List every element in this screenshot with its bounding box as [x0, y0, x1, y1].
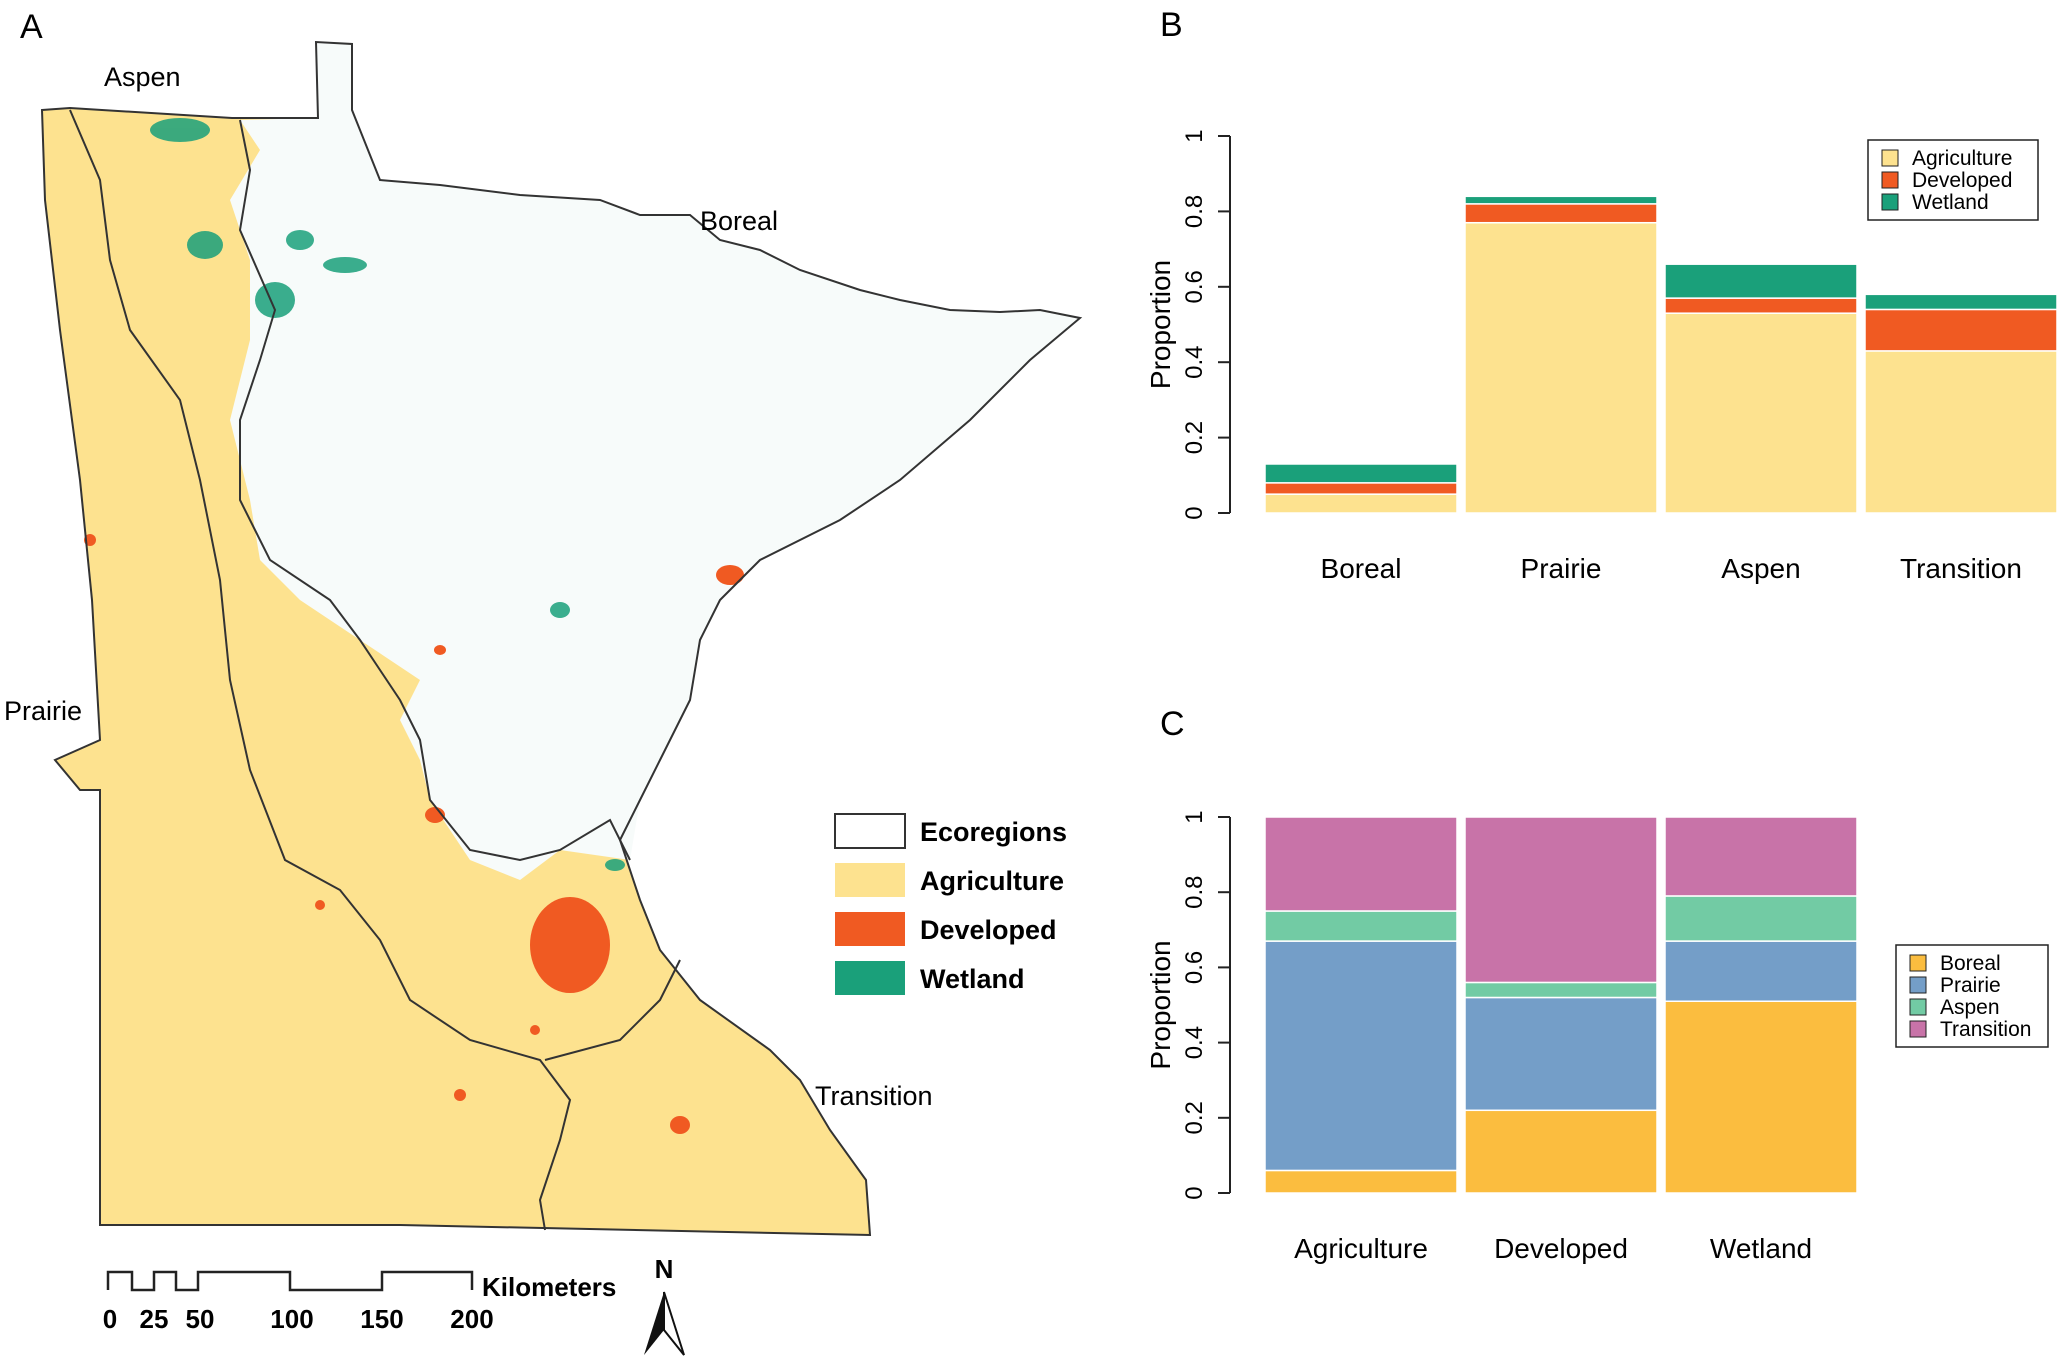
map-wetland-patches [150, 118, 625, 871]
chart-c-legend-label-prairie: Prairie [1940, 974, 2001, 997]
chart-b-bar-prairie-developed [1464, 203, 1658, 224]
chart-c-y-tick-label: 0 [1181, 1186, 1208, 1199]
chart-b-category-label-boreal: Boreal [1321, 553, 1402, 584]
chart-c-legend-label-transition: Transition [1940, 1018, 2031, 1041]
chart-b-category-label-aspen: Aspen [1721, 553, 1800, 584]
map-ecoregion-boundaries [69, 109, 681, 1231]
chart-c-bar-developed-prairie [1464, 996, 1658, 1112]
chart-b-legend-label-agriculture: Agriculture [1912, 147, 2012, 170]
chart-b-bar-aspen-developed [1664, 297, 1858, 314]
scale-tick-150: 150 [360, 1304, 403, 1334]
map-legend-label-agriculture: Agriculture [920, 866, 1064, 896]
chart-c-legend-swatch-boreal [1909, 954, 1927, 972]
chart-c-bar-agriculture-aspen [1264, 910, 1458, 942]
chart-b-bar-transition-developed [1864, 308, 2058, 352]
chart-b-bar-boreal-agriculture [1264, 493, 1458, 514]
chart-b-bar-aspen-agriculture [1664, 312, 1858, 514]
chart-b-bar-prairie-agriculture [1464, 221, 1658, 514]
scale-tick-100: 100 [270, 1304, 313, 1334]
chart-c-legend-label-boreal: Boreal [1940, 952, 2001, 975]
chart-c-bar-agriculture-transition [1264, 816, 1458, 912]
chart-c: 0 0.2 0.4 0.6 0.8 1 Proportion Agriculture Devel… [1145, 810, 2049, 1264]
panel-c-letter: C [1160, 705, 1185, 743]
chart-c-legend-swatch-prairie [1909, 976, 1927, 994]
chart-c-bar-developed-aspen [1464, 981, 1658, 999]
chart-b-bar-boreal-developed [1264, 482, 1458, 495]
map-label-boreal: Boreal [700, 206, 778, 236]
chart-c-legend-swatch-transition [1909, 1020, 1927, 1038]
scale-tick-25: 25 [140, 1304, 169, 1334]
map-label-aspen: Aspen [104, 62, 181, 92]
map-legend-swatch-agriculture [835, 863, 905, 897]
chart-c-y-tick-label: 0.4 [1181, 1026, 1208, 1059]
chart-c-bar-wetland-transition [1664, 816, 1858, 897]
scale-bar [106, 1270, 474, 1292]
map-forest-area [230, 42, 1080, 880]
map-legend-swatch-wetland [835, 961, 905, 995]
chart-b-bar-boreal-wetland [1264, 463, 1458, 484]
chart-c-y-tick-label: 1 [1181, 810, 1208, 823]
chart-b-bar-aspen-wetland [1664, 263, 1858, 299]
chart-b-y-tick-label: 0.6 [1181, 270, 1208, 303]
scale-tick-0: 0 [103, 1304, 117, 1334]
map-panel: Aspen Boreal Prairie Transition Ecoregio… [4, 40, 1083, 1356]
chart-b-legend-swatch-developed [1881, 171, 1899, 189]
map-developed-patches [84, 534, 744, 1134]
chart-c-y-tick-label: 0.8 [1181, 876, 1208, 909]
map-legend: Ecoregions Agriculture Developed Wetland [834, 813, 1067, 995]
chart-c-bar-wetland-boreal [1664, 1000, 1858, 1194]
chart-b-bar-prairie-wetland [1464, 195, 1658, 205]
chart-b-legend-label-developed: Developed [1912, 169, 2012, 192]
chart-b-y-label: Proportion [1145, 260, 1176, 389]
chart-b-y-tick-label: 0 [1181, 506, 1208, 519]
north-label: N [655, 1254, 674, 1284]
chart-b-y-tick-label: 0.4 [1181, 346, 1208, 379]
chart-b: 0 0.2 0.4 0.6 0.8 1 Proportion Boreal Prairie Asp… [1145, 129, 2058, 584]
scale-unit: Kilometers [482, 1272, 616, 1302]
chart-c-bar-wetland-prairie [1664, 940, 1858, 1002]
map-label-transition: Transition [815, 1081, 933, 1111]
chart-c-y-tick-label: 0.2 [1181, 1101, 1208, 1134]
chart-b-category-label-prairie: Prairie [1521, 553, 1602, 584]
chart-b-legend-swatch-agriculture [1881, 149, 1899, 167]
chart-b-category-label-transition: Transition [1900, 553, 2022, 584]
chart-c-y-label: Proportion [1145, 940, 1176, 1069]
chart-c-bar-wetland-aspen [1664, 895, 1858, 942]
chart-b-y-tick-label: 1 [1181, 129, 1208, 142]
scale-tick-200: 200 [450, 1304, 493, 1334]
chart-c-category-label-agriculture: Agriculture [1294, 1233, 1428, 1264]
chart-c-bar-developed-boreal [1464, 1109, 1658, 1194]
chart-c-bar-agriculture-prairie [1264, 940, 1458, 1172]
map-label-prairie: Prairie [4, 696, 82, 726]
chart-b-y-tick-label: 0.8 [1181, 195, 1208, 228]
chart-c-category-label-wetland: Wetland [1710, 1233, 1812, 1264]
map-legend-label-developed: Developed [920, 915, 1057, 945]
map-legend-label-wetland: Wetland [920, 964, 1025, 994]
panel-b-letter: B [1160, 6, 1183, 44]
scale-tick-50: 50 [186, 1304, 215, 1334]
chart-b-bar-transition-wetland [1864, 293, 2058, 311]
map-state-outline [40, 40, 1083, 1237]
chart-c-bar-developed-transition [1464, 816, 1658, 984]
panel-a-letter: A [20, 8, 43, 46]
chart-b-bar-transition-agriculture [1864, 350, 2058, 514]
chart-c-legend-swatch-aspen [1909, 998, 1927, 1016]
chart-b-legend-swatch-wetland [1881, 193, 1899, 211]
map-legend-label-ecoregions: Ecoregions [920, 817, 1067, 847]
chart-c-category-label-developed: Developed [1494, 1233, 1628, 1264]
chart-c-legend-label-aspen: Aspen [1940, 996, 2000, 1019]
map-legend-swatch-developed [835, 912, 905, 946]
chart-b-y-tick-label: 0.2 [1181, 421, 1208, 454]
chart-b-legend-label-wetland: Wetland [1912, 191, 1989, 214]
chart-c-y-tick-label: 0.6 [1181, 951, 1208, 984]
chart-c-bar-agriculture-boreal [1264, 1169, 1458, 1194]
scale-ticks: 0 25 50 100 150 200 Kilometers [103, 1272, 617, 1334]
north-arrow-icon: N [644, 1254, 685, 1356]
map-legend-swatch-ecoregions [834, 813, 906, 849]
